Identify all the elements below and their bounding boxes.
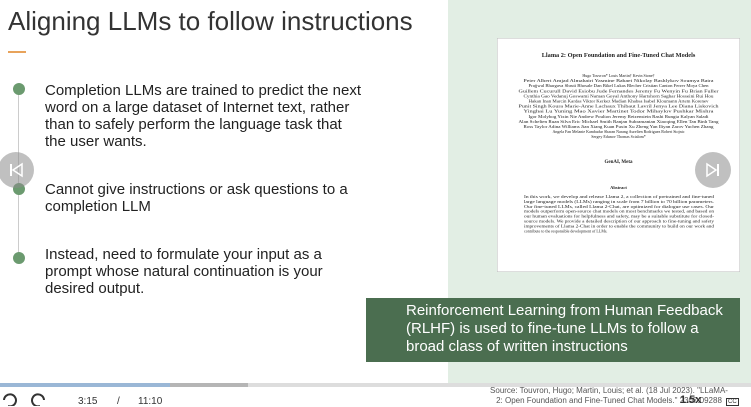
next-icon bbox=[706, 162, 719, 178]
duration: 11:10 bbox=[138, 396, 163, 407]
paper-author-line: Prajjwal Bhargava Shruti Bhosale Dan Bik… bbox=[529, 83, 709, 88]
slide-title: Aligning LLMs to follow instructions bbox=[8, 6, 413, 36]
paper-author-line: Alan Schelten Ruan Silva Eric Michael Sm… bbox=[519, 119, 719, 124]
paper-author-line: Sergey Edunov Thomas Scialom* bbox=[591, 134, 645, 139]
paper-author-line: Punit Singh Koura Marie-Anne Lachaux Thi… bbox=[519, 104, 719, 109]
source-line: Source: Touvron, Hugo; Martin, Louis; et… bbox=[490, 386, 728, 395]
control-bar bbox=[0, 383, 751, 406]
progress-track[interactable] bbox=[0, 383, 751, 387]
paper-abstract-line: improvements of Llama 2-Chat in order to… bbox=[524, 223, 714, 228]
paper-title: Llama 2: Open Foundation and Fine-Tuned … bbox=[542, 52, 696, 59]
paper-affiliation: GenAI, Meta bbox=[604, 160, 633, 165]
speed-button[interactable]: 1.5x bbox=[680, 394, 702, 406]
paper-abstract-line: contribute to the responsible developmen… bbox=[524, 228, 607, 233]
paper-abstract-line: In this work, we develop and release Lla… bbox=[524, 194, 714, 200]
paper-abstract-line: source models. We provide a detailed des… bbox=[524, 219, 714, 224]
paper-image: Llama 2: Open Foundation and Fine-Tuned … bbox=[497, 38, 740, 272]
paper-abstract-line: our human evaluations for helpfulness an… bbox=[524, 214, 715, 220]
captions-button[interactable]: CC bbox=[726, 398, 739, 406]
bullet-text: Cannot give instructions or ask question… bbox=[45, 181, 348, 215]
paper-author-line: Guillem Cucurull David Esiobu Jude Ferna… bbox=[519, 88, 720, 93]
played-bar bbox=[0, 383, 170, 387]
time-separator: / bbox=[117, 396, 120, 407]
paper-abstract-heading: Abstract bbox=[610, 185, 627, 190]
paper-author-line: Yinghai Lu Yuning Mao Xavier Martinet To… bbox=[524, 109, 714, 114]
callout: Reinforcement Learning from Human Feedba… bbox=[366, 298, 740, 362]
bullet-dot bbox=[13, 252, 25, 264]
paper-page bbox=[497, 38, 740, 272]
paper-abstract-line: Our fine-tuned LLMs, called Llama 2-Chat… bbox=[524, 204, 715, 210]
current-time: 3:15 bbox=[78, 396, 98, 407]
previous-button[interactable] bbox=[0, 152, 34, 188]
bullet-dot bbox=[13, 83, 25, 95]
previous-icon bbox=[10, 162, 23, 178]
replay-controls[interactable] bbox=[0, 392, 60, 406]
paper-author-line: Ross Taylor Adina Williams Jian Xiang Ku… bbox=[524, 124, 714, 129]
paper-author-line: Hakan Inan Marcin Kardas Viktor Kerkez M… bbox=[529, 99, 709, 104]
source-citation: Source: Touvron, Hugo; Martin, Louis; et… bbox=[474, 386, 744, 406]
paper-author-line: Peter Albert Amjad Almahairi Yasmine Bab… bbox=[524, 78, 714, 83]
bullet-text: Completion LLMs are trained to predict t… bbox=[45, 82, 362, 150]
paper-author-line: Cynthia Gao Vedanuj Goswami Naman Goyal … bbox=[524, 93, 714, 98]
paper-author-line: Igor Molybog Yixin Nie Andrew Poulton Je… bbox=[529, 114, 710, 119]
paper-author-line: Angela Fan Melanie Kambadur Sharan Naran… bbox=[552, 129, 684, 134]
paper-abstract-line: models outperform open-source chat model… bbox=[524, 209, 714, 215]
paper-abstract-line: large language models (LLMs) ranging in … bbox=[524, 199, 714, 204]
source-line: 2: Open Foundation and Fine-Tuned Chat M… bbox=[496, 396, 722, 405]
bullet-text: Instead, need to formulate your input as… bbox=[45, 246, 323, 297]
title-rule bbox=[8, 51, 26, 53]
paper-author-line: Hugo Touvron* Louis Martin† Kevin Stone† bbox=[582, 73, 654, 78]
next-button[interactable] bbox=[695, 152, 731, 188]
